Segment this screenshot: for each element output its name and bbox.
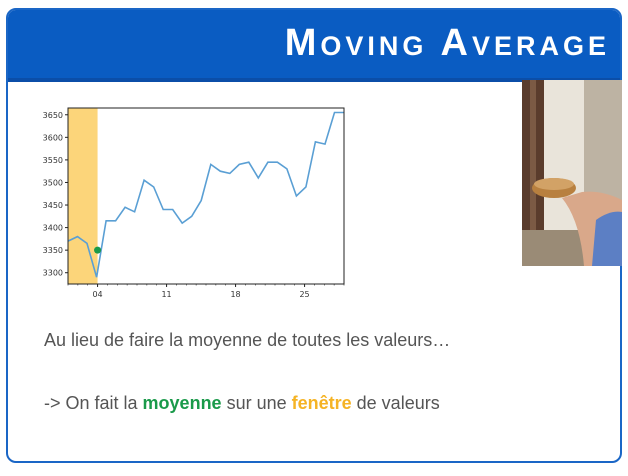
highlight-moyenne: moyenne [142, 393, 222, 413]
y-tick-label: 3450 [43, 201, 63, 210]
highlight-fenetre: fenêtre [291, 393, 352, 413]
x-tick-label: 18 [230, 290, 240, 299]
text-line-1: Au lieu de faire la moyenne de toutes le… [44, 330, 451, 350]
text-line-2: -> On fait la moyenne sur une fenêtre de… [44, 393, 440, 414]
presenter-video-image [522, 80, 622, 266]
average-point [94, 246, 102, 254]
window-highlight [68, 108, 98, 284]
y-tick-label: 3600 [43, 133, 63, 142]
y-tick-label: 3300 [43, 269, 63, 278]
x-tick-label: 11 [161, 290, 171, 299]
y-tick-label: 3500 [43, 178, 63, 187]
y-tick-label: 3400 [43, 224, 63, 233]
x-tick-label: 25 [299, 290, 309, 299]
title-bar: Moving Average [8, 10, 620, 82]
series-line [67, 111, 344, 278]
y-tick-label: 3350 [43, 246, 63, 255]
moving-average-chart: 3300 3350 3400 3450 3500 3550 3600 3650 04 11 18 25 [30, 98, 350, 308]
plot-frame [67, 107, 345, 285]
x-tick-label: 04 [92, 290, 102, 299]
slide-title: Moving Average [284, 22, 610, 64]
text-line-2-suffix: de valeurs [351, 393, 440, 413]
slide-frame: Moving Average [6, 8, 622, 463]
y-tick-label: 3650 [43, 111, 63, 120]
presenter-video [522, 80, 622, 266]
y-tick-label: 3550 [43, 156, 63, 165]
text-line-2-middle: sur une [221, 393, 292, 413]
chart-svg: 3300 3350 3400 3450 3500 3550 3600 3650 04 11 18 25 [43, 107, 345, 299]
text-line-2-prefix: -> On fait la [44, 393, 143, 413]
